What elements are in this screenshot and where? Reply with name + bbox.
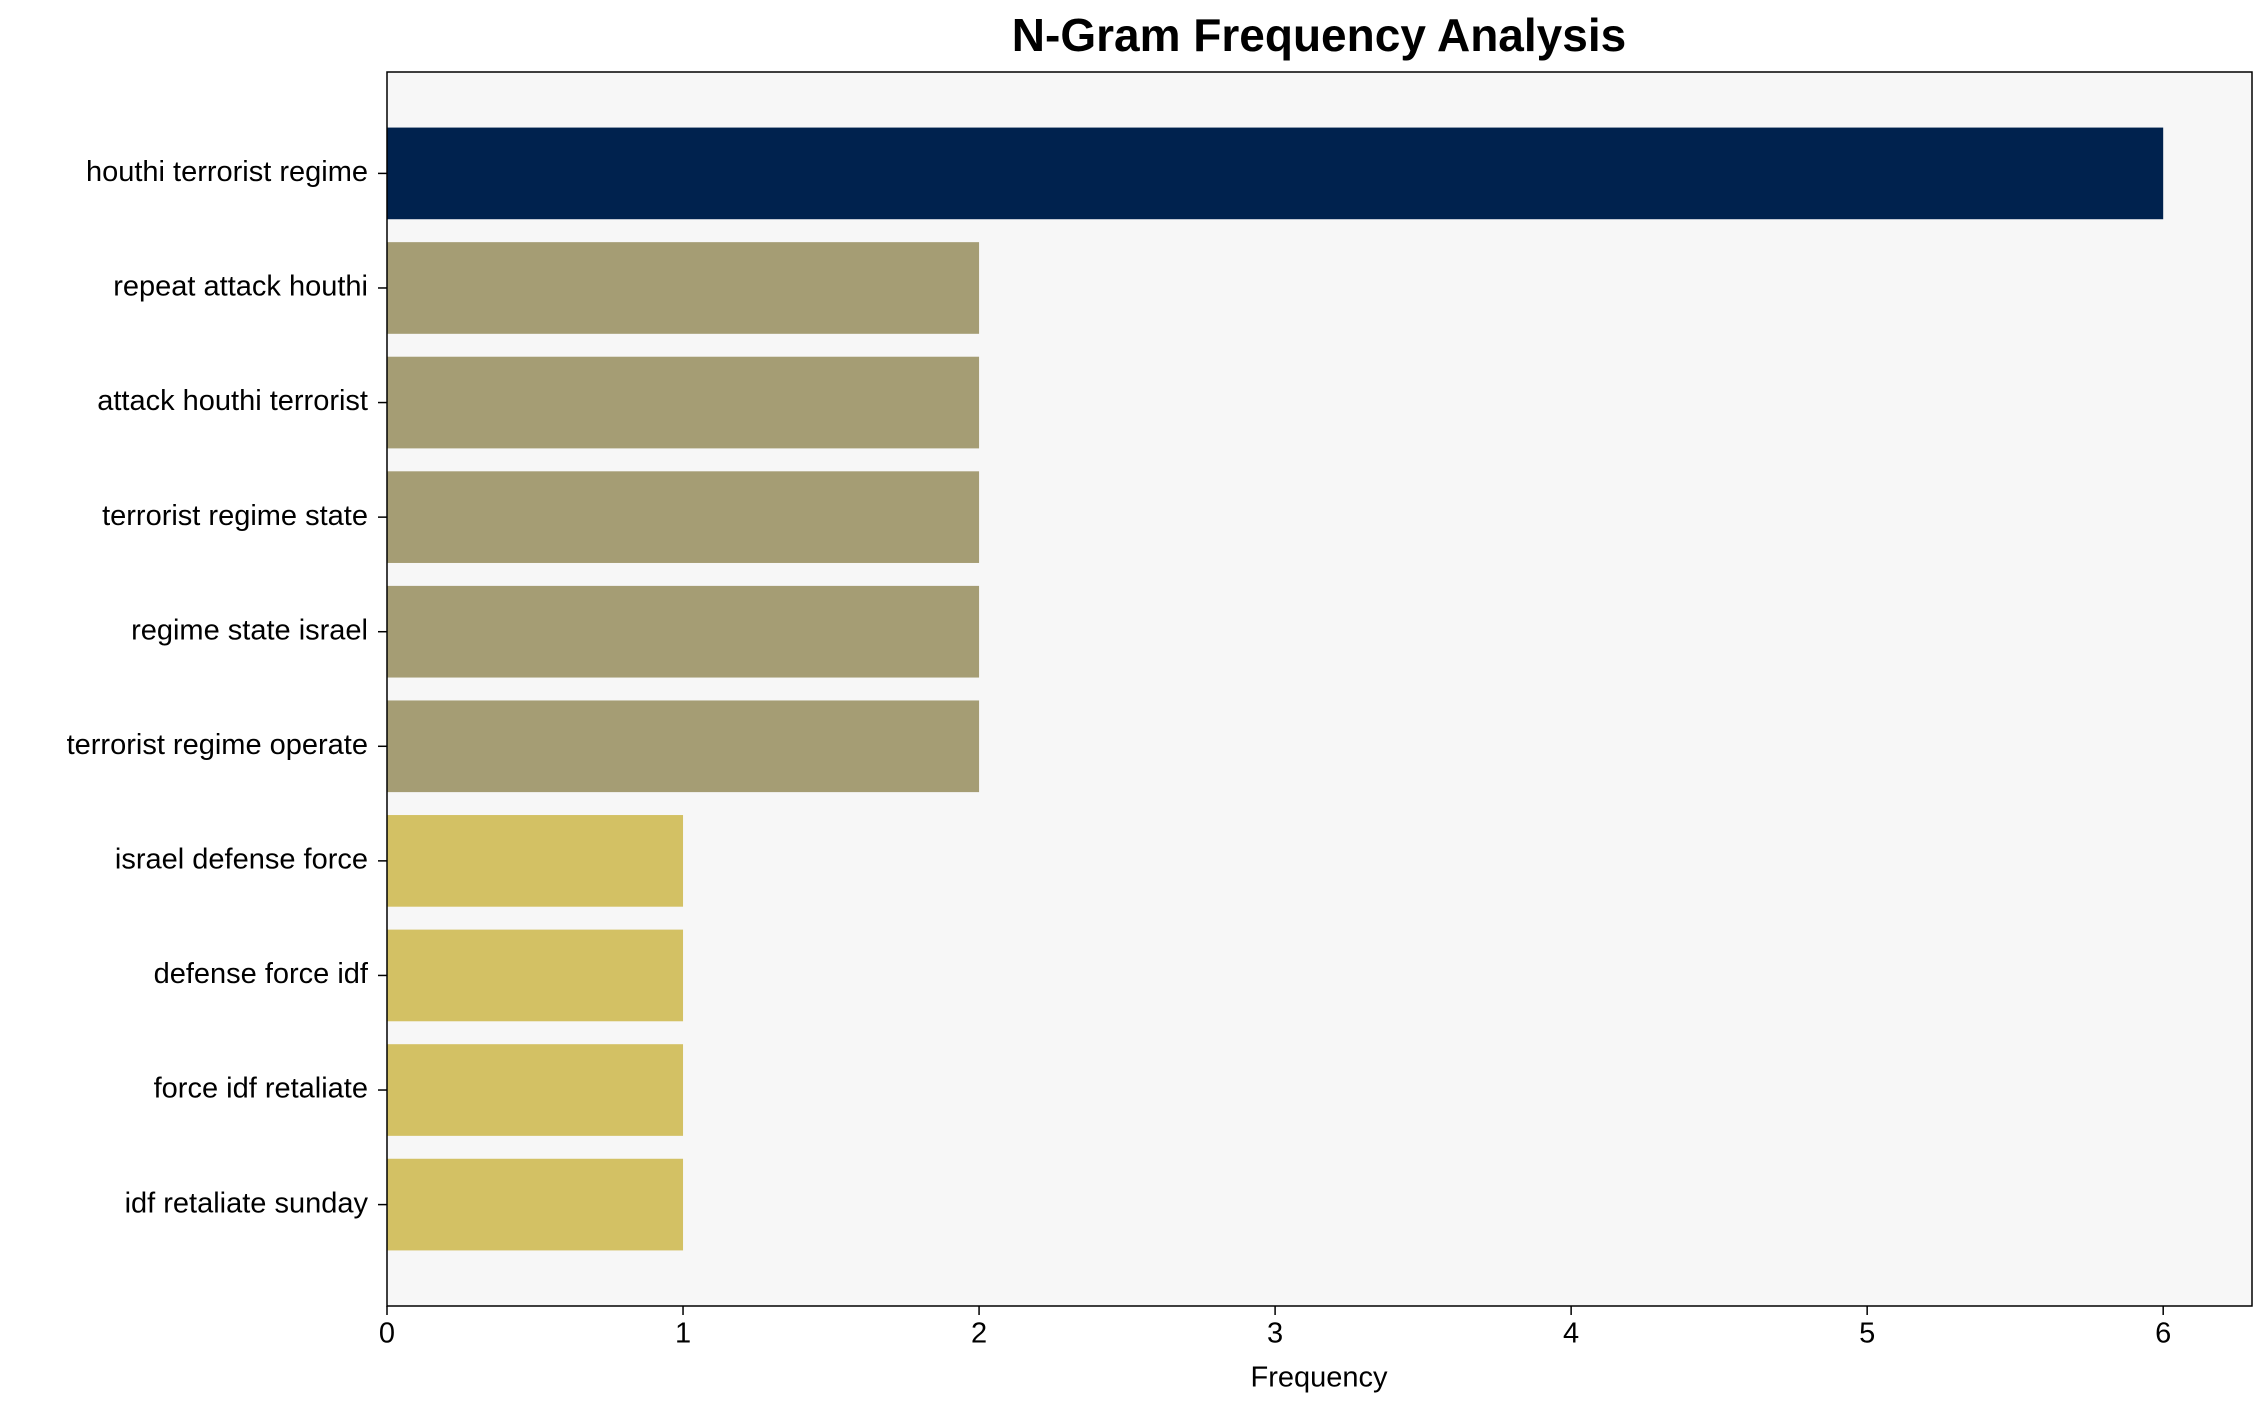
y-tick-label: defense force idf [154,958,369,990]
y-tick-label: attack houthi terrorist [97,385,368,417]
plot-frame [386,71,2253,1307]
x-tick-label: 0 [379,1318,395,1350]
x-tick-label: 3 [1267,1318,1283,1350]
y-tick-label: terrorist regime state [102,500,368,532]
bar [387,127,2164,220]
y-tick-label: terrorist regime operate [67,729,368,761]
bar [387,700,980,793]
bar [387,471,980,563]
y-tick-label: repeat attack houthi [113,271,368,303]
bar [387,356,980,449]
x-tick-label: 5 [1859,1318,1875,1350]
bar [387,585,980,678]
y-tick-label: force idf retaliate [154,1073,368,1105]
x-tick-label: 2 [971,1318,987,1350]
bar [387,242,980,334]
bar [387,1044,684,1136]
chart-title: N-Gram Frequency Analysis [1012,9,1626,61]
y-tick-label: idf retaliate sunday [125,1187,369,1219]
bar [387,929,684,1022]
x-tick-label: 6 [2155,1318,2171,1350]
y-tick-label: regime state israel [131,614,368,646]
bar [387,1158,684,1251]
y-tick-label: israel defense force [115,844,368,876]
x-tick-label: 1 [675,1318,691,1350]
x-tick-label: 4 [1563,1318,1579,1350]
x-axis-label: Frequency [1250,1362,1388,1394]
y-tick-label: houthi terrorist regime [86,156,368,188]
bar [387,815,684,907]
